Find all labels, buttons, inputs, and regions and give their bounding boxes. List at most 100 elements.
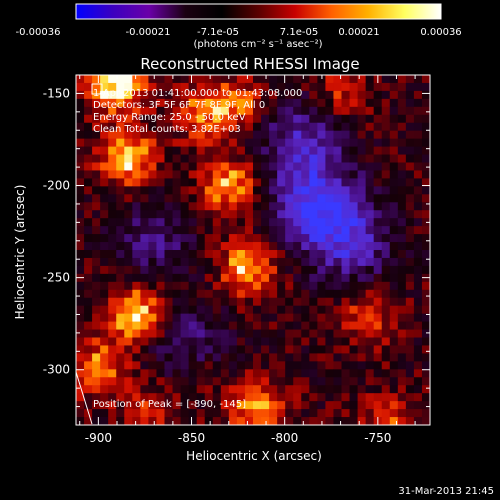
- heatmap-cell: [220, 90, 230, 100]
- heatmap-cell: [261, 361, 270, 370]
- heatmap-cell: [413, 90, 423, 100]
- plot-area: -900 -850 -800 -750-150-200-250-300: [43, 74, 431, 445]
- heatmap-cell: [413, 75, 423, 84]
- heatmap-cell: [253, 210, 262, 219]
- heatmap-cell: [124, 289, 133, 299]
- heatmap-cell: [397, 409, 407, 418]
- heatmap-cell: [220, 281, 230, 291]
- heatmap-cell: [357, 218, 367, 227]
- heatmap-cell: [405, 369, 415, 378]
- heatmap-cell: [333, 202, 342, 211]
- heatmap-cell: [261, 178, 270, 187]
- heatmap-cell: [172, 393, 181, 402]
- heatmap-cell: [341, 218, 350, 227]
- heatmap-cell: [253, 345, 262, 354]
- heatmap-cell: [116, 257, 125, 267]
- heatmap-cell: [269, 401, 278, 410]
- heatmap-cell: [413, 162, 423, 171]
- heatmap-cell: [76, 210, 85, 219]
- heatmap-cell: [349, 377, 358, 386]
- heatmap-cell: [373, 226, 383, 235]
- heatmap-cell: [349, 289, 358, 299]
- heatmap-cell: [253, 401, 262, 410]
- heatmap-cell: [421, 297, 430, 307]
- heatmap-cell: [76, 162, 85, 171]
- heatmap-cell: [277, 130, 286, 140]
- heatmap-cell: [325, 361, 334, 370]
- heatmap-cell: [100, 361, 109, 370]
- heatmap-cell: [349, 170, 358, 179]
- heatmap-cell: [180, 273, 190, 283]
- heatmap-cell: [301, 265, 310, 275]
- heatmap-cell: [365, 409, 375, 418]
- heatmap-cell: [365, 377, 375, 386]
- heatmap-cell: [116, 106, 125, 116]
- heatmap-cell: [405, 234, 415, 243]
- heatmap-cell: [188, 313, 198, 322]
- heatmap-cell: [365, 106, 375, 116]
- heatmap-cell: [100, 218, 109, 227]
- heatmap-cell: [373, 138, 383, 147]
- heatmap-cell: [365, 146, 375, 155]
- heatmap-cell: [164, 194, 173, 203]
- heatmap-cell: [180, 345, 190, 354]
- heatmap-cell: [277, 377, 286, 386]
- heatmap-cell: [413, 329, 423, 338]
- heatmap-cell: [76, 90, 85, 100]
- heatmap-cell: [309, 138, 318, 147]
- heatmap-cell: [357, 321, 367, 330]
- heatmap-cell: [397, 377, 407, 386]
- heatmap-cell: [100, 273, 109, 283]
- heatmap-cell: [269, 273, 278, 283]
- heatmap-cell: [236, 250, 246, 259]
- heatmap-cell: [317, 218, 326, 227]
- heatmap-cell: [373, 273, 383, 283]
- heatmap-cell: [180, 122, 190, 132]
- heatmap-cell: [261, 242, 270, 251]
- heatmap-cell: [301, 114, 310, 124]
- heatmap-cell: [212, 242, 222, 251]
- heatmap-cell: [124, 82, 133, 92]
- heatmap-cell: [389, 82, 399, 92]
- heatmap-cell: [244, 114, 254, 124]
- heatmap-cell: [405, 146, 415, 155]
- heatmap-cell: [100, 210, 109, 219]
- heatmap-cell: [212, 154, 222, 163]
- heatmap-cell: [244, 170, 254, 179]
- heatmap-cell: [341, 162, 350, 171]
- heatmap-cell: [84, 250, 93, 259]
- heatmap-cell: [333, 106, 342, 116]
- heatmap-cell: [365, 114, 375, 124]
- heatmap-cell: [92, 162, 101, 171]
- heatmap-cell: [309, 234, 318, 243]
- heatmap-cell: [180, 385, 190, 394]
- heatmap-cell: [220, 98, 230, 108]
- heatmap-cell: [100, 281, 109, 291]
- heatmap-cell: [389, 114, 399, 124]
- heatmap-cell: [301, 82, 310, 92]
- heatmap-cell: [92, 281, 101, 291]
- heatmap-cell: [309, 122, 318, 132]
- heatmap-cell: [124, 98, 133, 108]
- heatmap-cell: [164, 90, 173, 100]
- heatmap-cell: [236, 385, 246, 394]
- heatmap-cell: [285, 409, 294, 418]
- heatmap-cell: [92, 122, 101, 132]
- heatmap-cell: [188, 329, 198, 338]
- heatmap-cell: [228, 210, 238, 219]
- heatmap-cell: [325, 242, 334, 251]
- heatmap-cell: [196, 321, 206, 330]
- heatmap-cell: [413, 242, 423, 251]
- heatmap-cell: [397, 265, 407, 275]
- heatmap-cell: [333, 297, 342, 307]
- heatmap-cell: [204, 337, 214, 346]
- heatmap-cell: [253, 98, 262, 108]
- heatmap-cell: [253, 178, 262, 187]
- heatmap-cell: [269, 337, 278, 346]
- heatmap-cell: [389, 226, 399, 235]
- heatmap-cell: [365, 401, 375, 410]
- heatmap-cell: [156, 313, 165, 322]
- heatmap-cell: [212, 393, 222, 402]
- heatmap-cell: [317, 234, 326, 243]
- heatmap-cell: [220, 409, 230, 418]
